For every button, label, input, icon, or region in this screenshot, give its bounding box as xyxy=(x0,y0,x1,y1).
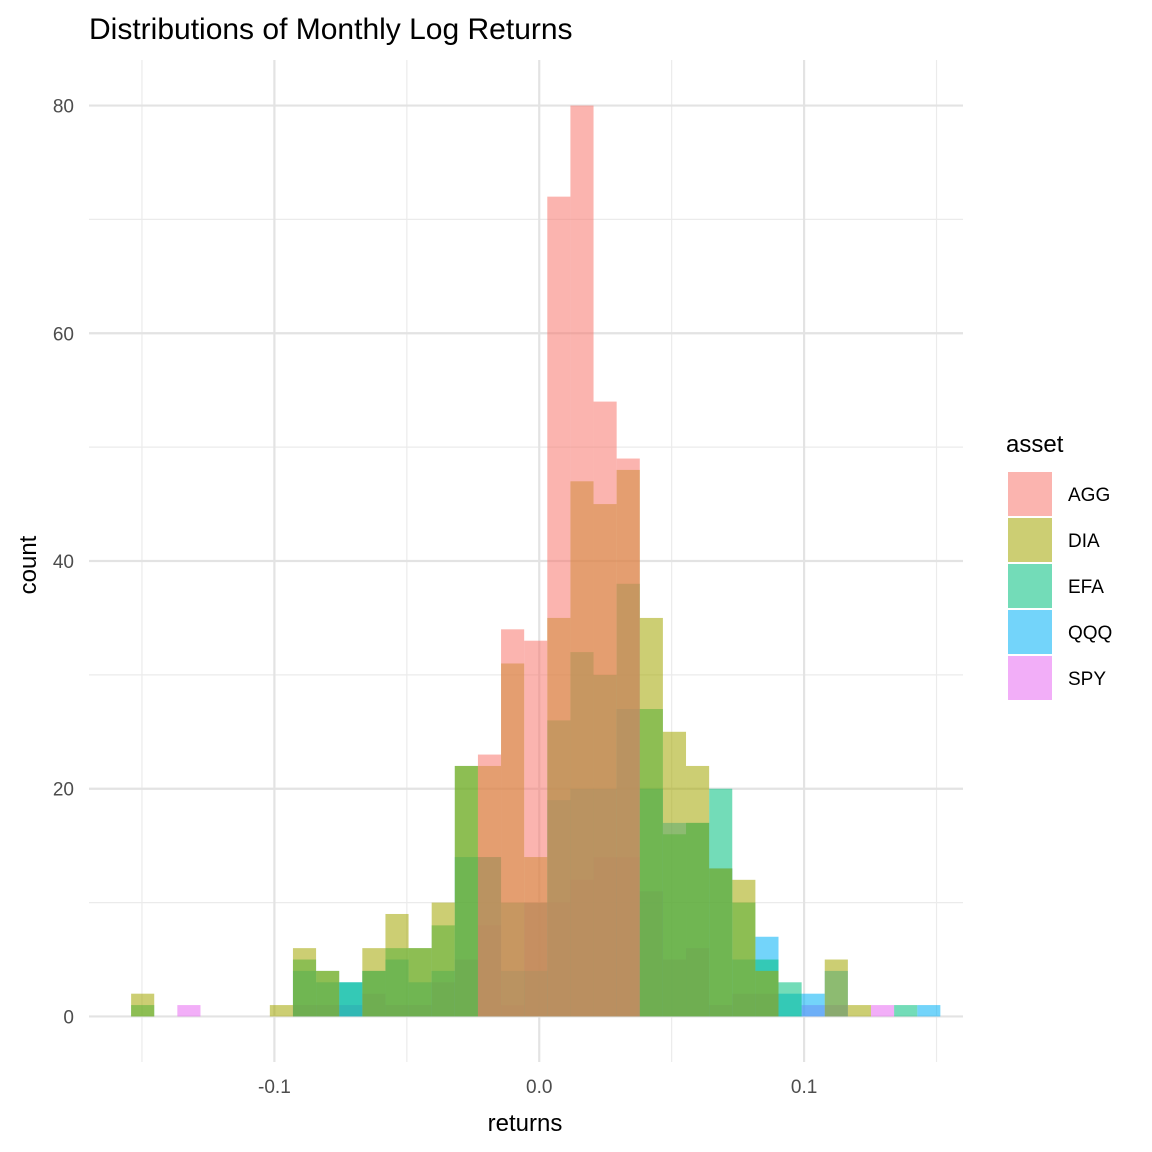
bar-qqq xyxy=(801,993,825,1017)
chart-title: Distributions of Monthly Log Returns xyxy=(89,13,573,46)
bar-agg xyxy=(616,458,640,1017)
legend-swatch-spy xyxy=(1008,656,1052,700)
bar-dia xyxy=(431,902,455,1017)
bar-dia xyxy=(686,765,710,1017)
legend-swatch-agg xyxy=(1008,472,1052,516)
y-tick-label: 20 xyxy=(53,780,74,801)
y-tick-label: 40 xyxy=(53,552,74,573)
legend-swatch-dia xyxy=(1008,518,1052,562)
x-tick-label: 0.0 xyxy=(526,1077,552,1098)
bar-dia xyxy=(131,993,155,1017)
bar-agg xyxy=(524,640,548,1017)
bar-dia xyxy=(408,948,432,1017)
bar-agg xyxy=(477,754,502,1017)
bar-dia xyxy=(316,970,340,1017)
legend: asset AGG DIA EFA QQQ SPY xyxy=(1006,431,1112,700)
grid-lines xyxy=(89,60,963,1062)
bar-dia xyxy=(662,731,687,1017)
x-tick-label: 0.1 xyxy=(791,1077,817,1098)
y-tick-label: 60 xyxy=(53,324,74,345)
legend-title: asset xyxy=(1006,431,1064,458)
legend-label-spy: SPY xyxy=(1068,669,1106,690)
legend-swatch-qqq xyxy=(1008,610,1052,654)
bar-dia xyxy=(292,948,317,1017)
bar-dia xyxy=(732,879,756,1017)
bar-efa xyxy=(339,982,363,1017)
y-axis-ticks: 0 20 40 60 80 xyxy=(53,97,74,1029)
y-tick-label: 80 xyxy=(53,97,74,118)
x-axis-title: returns xyxy=(488,1110,563,1137)
legend-label-qqq: QQQ xyxy=(1068,623,1112,644)
bar-dia xyxy=(385,913,409,1017)
bar-qqq xyxy=(917,1005,941,1017)
legend-swatch-efa xyxy=(1008,564,1052,608)
bar-dia xyxy=(639,617,663,1017)
bar-dia xyxy=(454,765,478,1017)
bar-dia xyxy=(362,948,386,1017)
x-tick-label: -0.1 xyxy=(258,1077,291,1098)
y-axis-title: count xyxy=(15,535,42,594)
x-axis-ticks: -0.1 0.0 0.1 xyxy=(258,1077,817,1098)
histogram-bars xyxy=(131,105,941,1017)
bar-efa xyxy=(778,982,802,1017)
series-agg xyxy=(477,105,640,1017)
bar-dia xyxy=(847,1005,871,1017)
bar-dia xyxy=(269,1005,293,1017)
bar-dia xyxy=(709,868,733,1017)
bar-spy xyxy=(870,1005,895,1017)
legend-label-agg: AGG xyxy=(1068,485,1110,506)
legend-items: AGG DIA EFA QQQ SPY xyxy=(1008,472,1112,700)
bar-spy xyxy=(177,1005,201,1017)
bar-agg xyxy=(593,401,617,1017)
bar-agg xyxy=(501,629,525,1017)
bar-efa xyxy=(894,1005,918,1017)
bar-agg xyxy=(570,105,594,1017)
bar-agg xyxy=(547,196,571,1017)
bar-dia xyxy=(824,959,848,1017)
legend-label-efa: EFA xyxy=(1068,577,1104,598)
y-tick-label: 0 xyxy=(63,1007,74,1028)
bar-dia xyxy=(755,970,779,1017)
legend-label-dia: DIA xyxy=(1068,531,1100,552)
